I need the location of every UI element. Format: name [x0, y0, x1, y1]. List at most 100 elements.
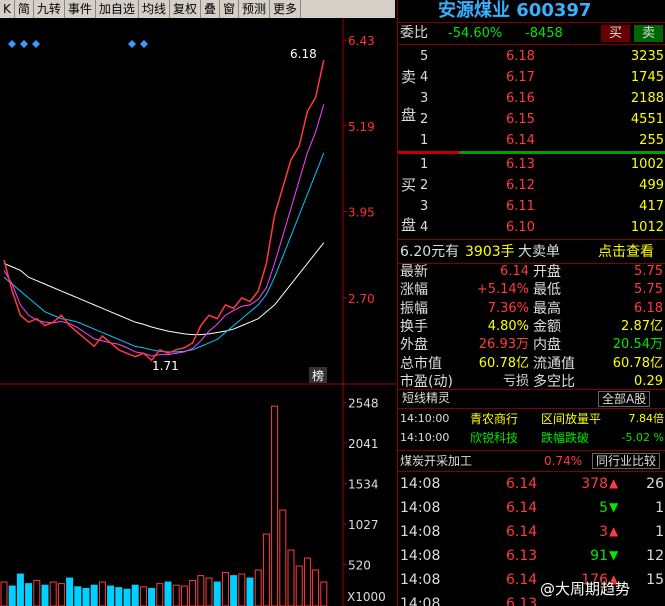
- volume-bar: [279, 509, 287, 606]
- book-side-label: 盘: [401, 216, 417, 234]
- volume-bar: [82, 587, 90, 606]
- toolbar-button[interactable]: 事件: [65, 0, 96, 18]
- vol-tick-label: 1027: [348, 518, 379, 532]
- stat-value: +5.14%: [476, 282, 529, 298]
- toolbar-button[interactable]: 叠: [201, 0, 220, 18]
- tick-time: 14:08: [400, 572, 441, 588]
- signal-icon: [140, 40, 148, 48]
- toolbar: K 简九转 事件 加自选 均线 复权叠窗预测 更多: [0, 0, 395, 18]
- stat-label: 换手: [400, 318, 428, 335]
- tick-arrow: ▲: [609, 572, 619, 586]
- toolbar-button[interactable]: 预测: [239, 0, 271, 18]
- compare-button[interactable]: 同行业比较: [592, 453, 661, 469]
- signal-icon: [20, 40, 28, 48]
- stat-value: 4.80%: [487, 318, 529, 334]
- sell-button[interactable]: 卖: [634, 25, 664, 42]
- badge-bg: [309, 367, 327, 383]
- kline-chart: 6.43 5.19 3.95 2.70 2548 2041 1534 1027 520 X1000…: [0, 18, 396, 606]
- wizard-scope[interactable]: 全部A股: [598, 391, 651, 407]
- wizard-event: 跌幅跌破: [541, 431, 590, 445]
- signal-icon: [44, 40, 52, 48]
- stat-value: 亏损: [502, 373, 529, 389]
- toolbar-button[interactable]: 均线: [139, 0, 170, 18]
- stat-label: 总市值: [400, 355, 442, 372]
- wizard-stock: 欣锐科技: [470, 431, 519, 445]
- book-volume: 255: [639, 133, 664, 148]
- book-volume: 499: [639, 178, 664, 193]
- stat-value: 6.18: [634, 300, 663, 316]
- volume-bar: [246, 577, 254, 606]
- vol-tick-label: 520: [348, 558, 371, 572]
- big-order-text: 3903手: [465, 244, 515, 260]
- y-tick-label: 6.43: [348, 34, 375, 48]
- volume-bar: [180, 585, 188, 606]
- tick-price: 6.14: [506, 500, 538, 516]
- tick-price: 6.14: [506, 572, 538, 588]
- volume-bar: [33, 579, 41, 606]
- book-level: 4: [420, 220, 429, 235]
- signal-icon: [80, 40, 88, 48]
- stat-label: 市盈(动): [400, 373, 453, 390]
- high-label: 6.18: [290, 47, 317, 61]
- toolbar-button[interactable]: 加自选: [96, 0, 139, 18]
- vol-tick-label: 2041: [348, 437, 379, 451]
- toolbar-button[interactable]: K: [0, 0, 15, 18]
- book-level: 3: [420, 199, 429, 214]
- book-level: 1: [420, 157, 429, 172]
- wizard-value: -5.02 %: [621, 431, 664, 444]
- big-order-text[interactable]: 点击查看: [598, 244, 654, 260]
- volume-bar: [41, 584, 49, 606]
- stat-value: 6.14: [500, 264, 529, 279]
- toolbar-button[interactable]: 复权: [170, 0, 201, 18]
- buy-button[interactable]: 买: [601, 25, 631, 42]
- separator: [398, 408, 665, 409]
- book-price: 6.14: [506, 133, 535, 148]
- toolbar-button[interactable]: 简: [15, 0, 34, 18]
- sector-name: 煤炭开采加工: [400, 454, 473, 468]
- stat-value: 60.78亿: [478, 355, 529, 371]
- toolbar-button[interactable]: 九转: [34, 0, 65, 18]
- toolbar-button[interactable]: 更多: [270, 0, 302, 18]
- stat-value: 5.75: [634, 264, 663, 279]
- tick-arrow: ▲: [609, 476, 619, 490]
- weibi-diff: -8458: [525, 26, 563, 41]
- volume-bar: [8, 585, 16, 606]
- tick-price: 6.13: [506, 548, 538, 564]
- volume-bar: [238, 573, 246, 606]
- stat-value: 2.87亿: [621, 318, 663, 334]
- book-price: 6.11: [506, 199, 535, 214]
- quote-panel: 安源煤业 600397 委比 -54.60% -8458 买卖卖盘 5 6.18 3235 4 6…: [397, 0, 665, 606]
- wizard-stock: 青农商行: [470, 412, 519, 426]
- book-volume: 4551: [630, 112, 664, 127]
- volume-bar: [57, 583, 65, 606]
- stat-value: 26.93万: [478, 337, 529, 353]
- stat-label: 开盘: [533, 264, 561, 280]
- tick-count: 1: [655, 524, 664, 540]
- book-volume: 2188: [630, 91, 664, 106]
- tick-count: 12: [646, 548, 664, 564]
- book-price: 6.18: [506, 49, 535, 64]
- vol-tick-label: 2548: [348, 396, 379, 410]
- separator: [398, 471, 665, 472]
- book-price: 6.10: [506, 220, 535, 235]
- stat-label: 振幅: [400, 300, 428, 317]
- ma-line: [3, 104, 325, 357]
- stat-value: 0.29: [634, 373, 663, 389]
- tick-count: 26: [646, 476, 664, 492]
- volume-bar: [205, 577, 213, 606]
- tick-time: 14:08: [400, 500, 441, 516]
- signal-icon: [32, 40, 40, 48]
- volume-bar: [107, 585, 115, 606]
- tick-time: 14:08: [400, 548, 441, 564]
- badge: 榜: [312, 368, 324, 383]
- volume-bar: [90, 584, 98, 606]
- wizard-time: 14:10:00: [400, 412, 450, 425]
- toolbar-button[interactable]: 窗: [220, 0, 239, 18]
- volume-bar: [295, 565, 303, 606]
- tick-volume: 91: [590, 548, 608, 564]
- ma-line: [3, 242, 325, 336]
- book-side-label: 买: [401, 176, 417, 194]
- volume-bar: [230, 575, 238, 606]
- volume-bar: [0, 581, 8, 606]
- separator: [398, 450, 665, 451]
